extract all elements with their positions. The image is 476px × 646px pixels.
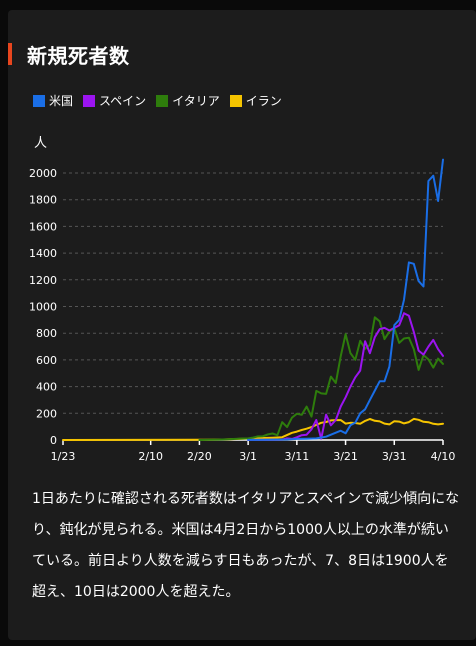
x-tick-label-0: 1/23 [51, 450, 76, 463]
chart-card: 新規死者数 米国 スペイン イタリア イラン 人 0 200 400 600 800 10… [8, 10, 476, 640]
legend-label-us: 米国 [49, 94, 74, 108]
legend-swatch-spain [83, 94, 96, 107]
y-axis-unit-label: 人 [34, 136, 48, 151]
chart-title: 新規死者数 [27, 44, 130, 68]
title-accent-bar [8, 43, 12, 65]
legend-item-us: 米国 [33, 92, 73, 109]
legend-label-italy: イタリア [172, 94, 220, 108]
legend-item-iran: イラン [229, 92, 282, 109]
x-tick-label-3: 3/1 [239, 450, 257, 463]
line-chart: 0 200 400 600 800 1000 1200 1400 1600 1800 2000 1/2… [29, 158, 456, 463]
series-line-us [247, 158, 444, 441]
legend-swatch-italy [156, 94, 169, 107]
y-tick-label-1400: 1400 [29, 247, 57, 260]
series-line-spain [247, 312, 444, 441]
y-tick-label-800: 800 [36, 327, 57, 340]
x-tick-label-5: 3/21 [333, 450, 358, 463]
y-tick-label-1200: 1200 [29, 274, 57, 287]
legend-label-spain: スペイン [99, 94, 147, 108]
chart-description: 1日あたりに確認される死者数はイタリアとスペインで減少傾向になり、鈍化が見られる… [32, 491, 460, 600]
y-tick-label-1600: 1600 [29, 220, 57, 233]
y-tick-label-200: 200 [36, 407, 57, 420]
legend-item-spain: スペイン [83, 92, 146, 109]
legend-swatch-us [33, 94, 45, 107]
x-tick-label-1: 2/10 [138, 450, 163, 463]
x-tick-label-6: 3/31 [382, 450, 407, 463]
legend-label-iran: イラン [245, 94, 282, 108]
series-line-italy [198, 316, 444, 441]
x-tick-label-7: 4/10 [431, 450, 456, 463]
y-tick-label-600: 600 [36, 354, 57, 367]
y-tick-label-400: 400 [36, 381, 57, 394]
y-tick-label-0: 0 [50, 434, 57, 447]
x-tick-label-2: 2/20 [187, 450, 212, 463]
y-tick-label-1800: 1800 [29, 194, 57, 207]
chart-legend: 米国 スペイン イタリア イラン [33, 92, 282, 109]
x-tick-label-4: 3/11 [284, 450, 309, 463]
y-tick-label-1000: 1000 [29, 301, 57, 314]
legend-item-italy: イタリア [156, 92, 220, 109]
y-tick-label-2000: 2000 [29, 167, 57, 180]
legend-swatch-iran [229, 94, 242, 107]
